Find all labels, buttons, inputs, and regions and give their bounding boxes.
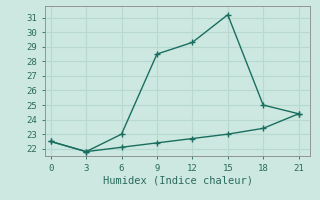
- X-axis label: Humidex (Indice chaleur): Humidex (Indice chaleur): [103, 175, 252, 185]
